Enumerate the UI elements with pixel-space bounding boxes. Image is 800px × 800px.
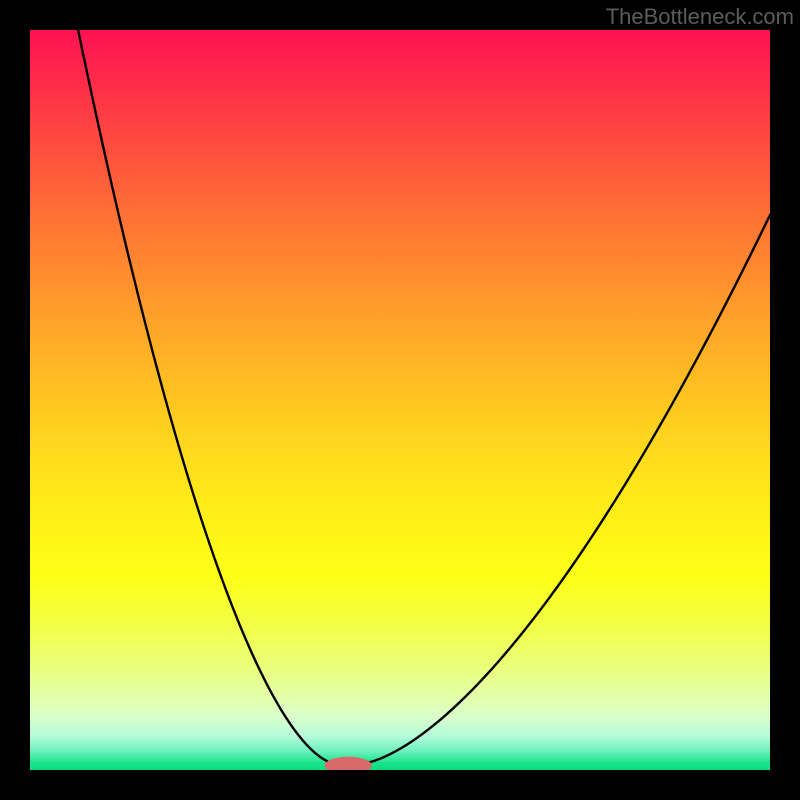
plot-background [30, 30, 770, 770]
plot-area [30, 30, 770, 770]
plot-svg [30, 30, 770, 770]
watermark-text: TheBottleneck.com [606, 0, 800, 30]
